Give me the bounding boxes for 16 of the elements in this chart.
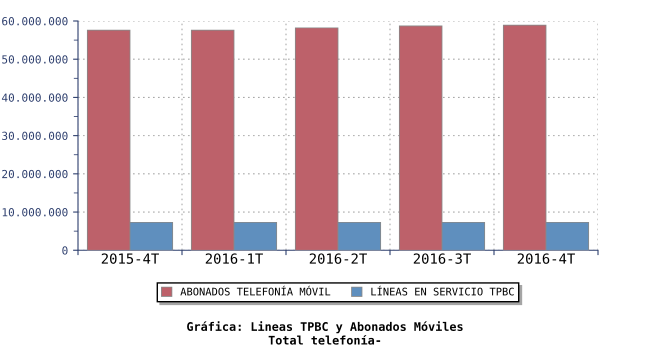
y-tick-label: 50.000.000: [2, 55, 68, 64]
y-tick-label: 40.000.000: [2, 93, 68, 102]
y-tick-label: 30.000.000: [2, 132, 68, 140]
y-tick-label: 20.000.000: [2, 170, 68, 178]
x-tick-label: 2016-1T: [206, 253, 263, 264]
text: Total telefonía-: [268, 335, 380, 345]
y-tick-label: 0: [62, 246, 68, 255]
y-tick-label: 60.000.000: [2, 17, 68, 26]
x-tick-label: 2016-3T: [414, 253, 471, 264]
x-tick-label: 2016-2T: [310, 253, 367, 264]
y-tick-label: 10.000.000: [2, 208, 68, 216]
x-tick-label: 2015-4T: [102, 253, 159, 264]
legend-label: ABONADOS TELEFONÍA MÓVIL: [180, 286, 330, 296]
legend-label: LÍNEAS EN SERVICIO TPBC: [371, 286, 514, 296]
x-tick-label: 2016-4T: [518, 253, 575, 264]
text: Gráfica: Lineas TPBC y Abonados Móviles: [187, 321, 463, 334]
